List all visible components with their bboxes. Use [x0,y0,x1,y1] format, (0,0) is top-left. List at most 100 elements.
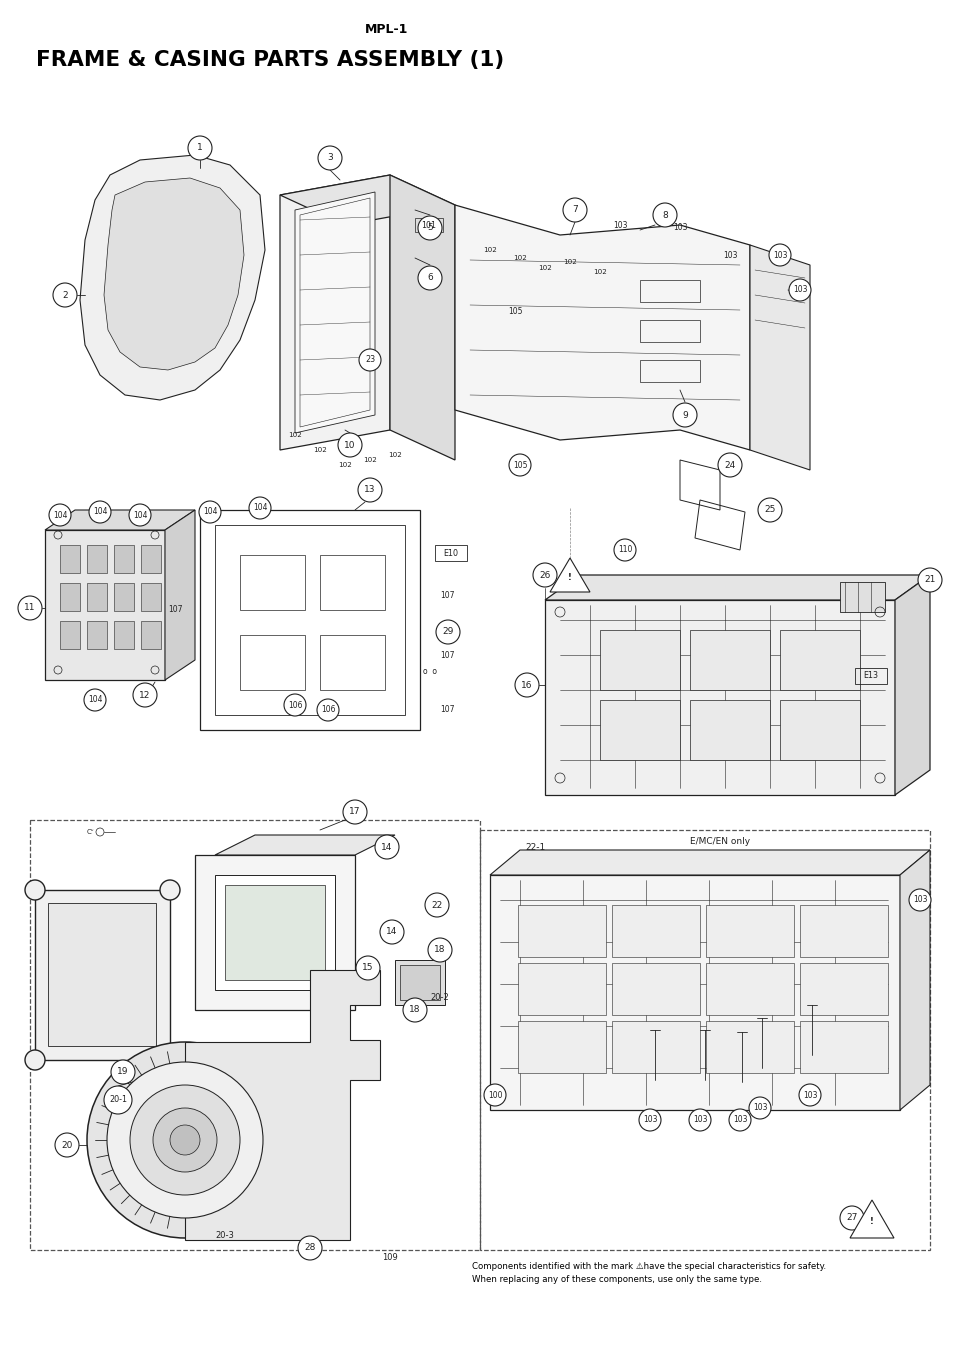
Bar [113,545,133,572]
Bar [612,963,700,1015]
Circle shape [130,1085,240,1195]
Bar [639,320,700,342]
Text: 22: 22 [431,900,442,910]
Bar [599,630,679,690]
Text: 105: 105 [507,308,521,316]
Text: 100: 100 [487,1091,501,1099]
Circle shape [768,244,790,266]
Text: 13: 13 [364,486,375,494]
Circle shape [87,1042,283,1238]
Circle shape [748,1098,770,1119]
Bar [141,545,161,572]
Text: 14: 14 [381,842,393,852]
Bar [319,555,385,610]
Polygon shape [749,244,809,470]
Bar [87,621,107,649]
Circle shape [788,279,810,301]
Circle shape [424,892,449,917]
Circle shape [533,563,557,587]
Text: Components identified with the mark ⚠have the special characteristics for safety: Components identified with the mark ⚠hav… [472,1262,825,1284]
Text: 20-3: 20-3 [215,1230,234,1239]
Text: 104: 104 [88,695,102,705]
Text: 8: 8 [661,211,667,220]
Text: 15: 15 [362,964,374,972]
Text: 2: 2 [62,290,68,300]
Circle shape [483,1084,505,1106]
Text: 107: 107 [168,606,182,614]
Text: 16: 16 [520,680,532,690]
Polygon shape [544,575,929,599]
Bar [60,621,80,649]
Circle shape [111,1060,135,1084]
Circle shape [188,136,212,161]
Bar [780,630,859,690]
Bar [840,582,884,612]
Ellipse shape [160,880,180,900]
Bar [30,819,479,1250]
Text: 107: 107 [439,590,454,599]
Circle shape [917,568,941,593]
Circle shape [728,1108,750,1131]
Circle shape [53,284,77,306]
Circle shape [718,454,741,477]
Circle shape [639,1108,660,1131]
Circle shape [284,694,306,716]
Polygon shape [899,850,929,1110]
Text: 6: 6 [427,274,433,282]
Bar [113,621,133,649]
Circle shape [509,454,531,477]
Bar [612,1021,700,1073]
Polygon shape [45,510,194,531]
Text: 5: 5 [427,224,433,232]
Bar [48,903,156,1046]
Text: 103: 103 [732,1115,746,1125]
Polygon shape [550,558,589,593]
Text: 11: 11 [24,603,35,613]
Ellipse shape [25,880,45,900]
Text: 103: 103 [612,220,626,230]
Text: o  o: o o [422,667,436,676]
Polygon shape [35,890,170,1060]
Bar [240,555,305,610]
Circle shape [129,504,151,526]
Polygon shape [165,510,194,680]
Text: 20-1: 20-1 [109,1095,127,1104]
Polygon shape [280,176,455,225]
Circle shape [18,595,42,620]
Bar [517,963,605,1015]
Text: MPL-1: MPL-1 [364,23,408,36]
Text: 110: 110 [618,545,632,555]
Text: 23: 23 [365,355,375,364]
Ellipse shape [25,1050,45,1071]
Text: 25: 25 [763,505,775,514]
Bar [60,583,80,612]
Text: 102: 102 [363,458,376,463]
Text: 102: 102 [388,452,401,458]
Bar [517,904,605,957]
Text: 103: 103 [722,251,737,259]
Text: 107: 107 [439,706,454,714]
Circle shape [343,801,367,824]
Text: 106: 106 [320,706,335,714]
Polygon shape [294,192,375,433]
Polygon shape [490,875,899,1110]
Polygon shape [849,1200,893,1238]
Polygon shape [80,155,265,400]
Text: !: ! [567,574,572,582]
Text: 103: 103 [912,895,926,905]
Text: 3: 3 [327,154,333,162]
Bar [689,630,769,690]
Bar [415,217,442,232]
Text: 101: 101 [421,220,436,230]
Polygon shape [194,855,355,1010]
Bar [60,545,80,572]
Text: 29: 29 [442,628,454,636]
Text: 109: 109 [382,1254,397,1262]
Text: 102: 102 [288,432,301,437]
Circle shape [402,998,427,1022]
Text: 103: 103 [801,1091,817,1099]
Circle shape [688,1108,710,1131]
Circle shape [358,350,380,371]
Text: E/MC/EN only: E/MC/EN only [689,837,749,846]
Bar [780,701,859,760]
